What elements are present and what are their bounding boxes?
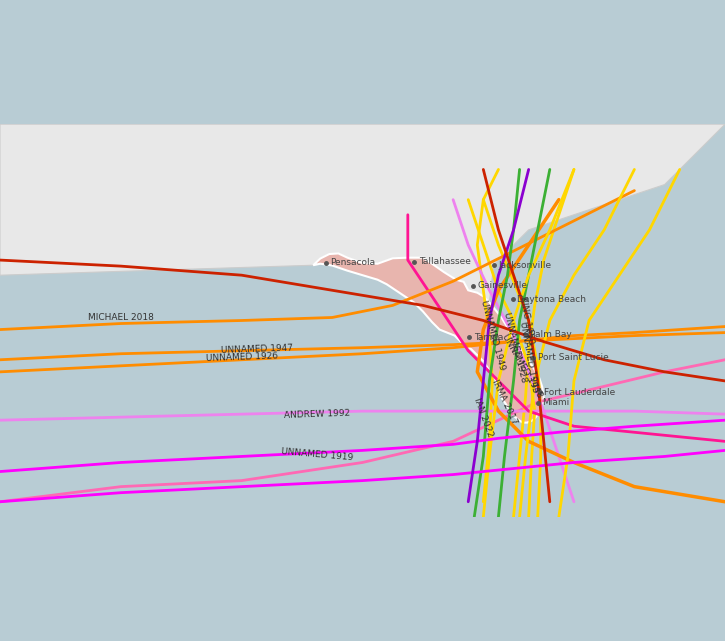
Text: Jacksonville: Jacksonville xyxy=(498,261,551,270)
Text: Fort Lauderdale: Fort Lauderdale xyxy=(544,388,616,397)
Text: UNNAMED 1947: UNNAMED 1947 xyxy=(220,344,293,355)
Text: Port Saint Lucie: Port Saint Lucie xyxy=(538,353,608,362)
Text: Daytona Beach: Daytona Beach xyxy=(518,295,587,304)
Text: IAN 2022: IAN 2022 xyxy=(472,396,494,438)
Text: UNNAMED 1945: UNNAMED 1945 xyxy=(518,320,539,393)
Text: Pensacola: Pensacola xyxy=(330,258,376,267)
Polygon shape xyxy=(313,253,544,422)
Text: Palm Bay: Palm Bay xyxy=(531,330,572,339)
Text: UNNAMED 1949: UNNAMED 1949 xyxy=(478,299,506,372)
Text: MICHAEL 2018: MICHAEL 2018 xyxy=(88,313,154,322)
Text: UNNAMED 1928: UNNAMED 1928 xyxy=(502,312,528,384)
Text: Miami: Miami xyxy=(542,399,570,408)
Text: Tallahassee: Tallahassee xyxy=(419,258,471,267)
Text: UNNAMED 1919: UNNAMED 1919 xyxy=(281,447,354,463)
Text: UNNAMED 1948: UNNAMED 1948 xyxy=(501,332,544,399)
Text: KING 1950: KING 1950 xyxy=(518,296,536,345)
Polygon shape xyxy=(0,124,725,303)
Text: ANDREW 1992: ANDREW 1992 xyxy=(284,408,350,420)
Text: Tampa: Tampa xyxy=(474,333,503,342)
Text: Gainesville: Gainesville xyxy=(478,281,528,290)
Text: IRMA 2017: IRMA 2017 xyxy=(490,378,519,426)
Text: UNNAMED 1926: UNNAMED 1926 xyxy=(205,351,278,363)
